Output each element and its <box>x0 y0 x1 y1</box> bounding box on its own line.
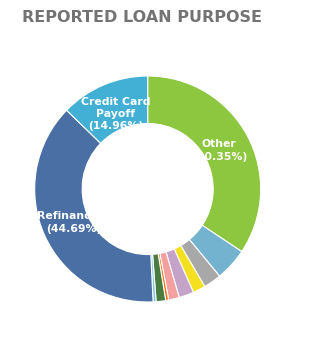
Wedge shape <box>189 225 242 276</box>
Wedge shape <box>181 239 220 287</box>
Wedge shape <box>66 76 148 144</box>
Wedge shape <box>148 76 261 252</box>
Wedge shape <box>166 249 194 298</box>
Wedge shape <box>35 110 153 302</box>
Wedge shape <box>151 254 156 302</box>
Wedge shape <box>160 252 179 300</box>
Text: Credit Card
Payoff
(14.96%): Credit Card Payoff (14.96%) <box>81 97 151 132</box>
Wedge shape <box>174 246 205 292</box>
Text: Other
(40.35%): Other (40.35%) <box>192 139 247 162</box>
Wedge shape <box>152 254 166 302</box>
Wedge shape <box>158 253 169 301</box>
Text: REPORTED LOAN PURPOSE: REPORTED LOAN PURPOSE <box>22 10 263 26</box>
Text: Refinancing
(44.69%): Refinancing (44.69%) <box>37 211 110 234</box>
